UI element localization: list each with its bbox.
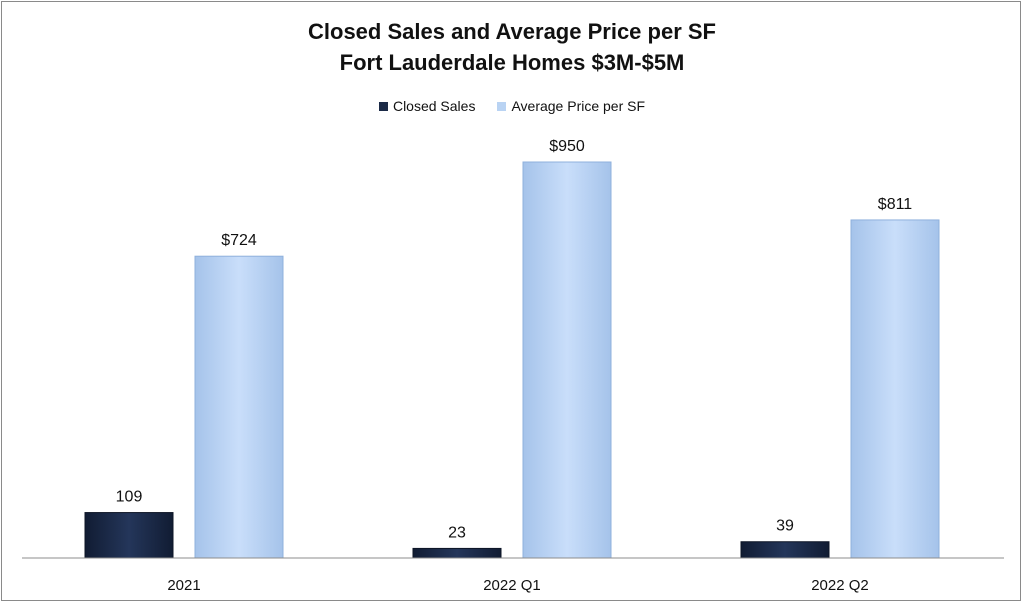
chart-legend: Closed Sales Average Price per SF: [0, 98, 1024, 114]
legend-swatch-closed-sales: [378, 101, 388, 111]
legend-swatch-average-price: [497, 101, 507, 111]
legend-item-closed-sales: Closed Sales: [378, 98, 476, 114]
data-label-average-price-2: $811: [878, 196, 913, 213]
data-label-closed-sales-0: 109: [116, 489, 143, 506]
bar-closed-sales-2: [740, 541, 830, 559]
x-tick-label-1: 2022 Q1: [483, 577, 541, 594]
chart-title: Closed Sales and Average Price per SF: [308, 19, 716, 44]
bar-closed-sales-0: [84, 512, 174, 559]
data-label-average-price-1: $950: [549, 138, 585, 155]
bar-closed-sales-1: [412, 547, 502, 559]
data-label-average-price-0: $724: [221, 232, 257, 249]
chart-subtitle: Fort Lauderdale Homes $3M-$5M: [339, 50, 685, 75]
bar-average-price-2: [850, 219, 940, 559]
legend-label-closed-sales: Closed Sales: [392, 98, 476, 114]
x-tick-label-2: 2022 Q2: [811, 577, 869, 594]
bar-average-price-1: [522, 161, 612, 559]
legend-label-average-price: Average Price per SF: [511, 98, 646, 114]
data-label-closed-sales-2: 39: [776, 518, 794, 535]
data-label-closed-sales-1: 23: [448, 524, 466, 541]
bar-average-price-0: [194, 255, 284, 559]
legend-item-average-price: Average Price per SF: [497, 98, 645, 114]
x-tick-label-0: 2021: [167, 577, 200, 594]
